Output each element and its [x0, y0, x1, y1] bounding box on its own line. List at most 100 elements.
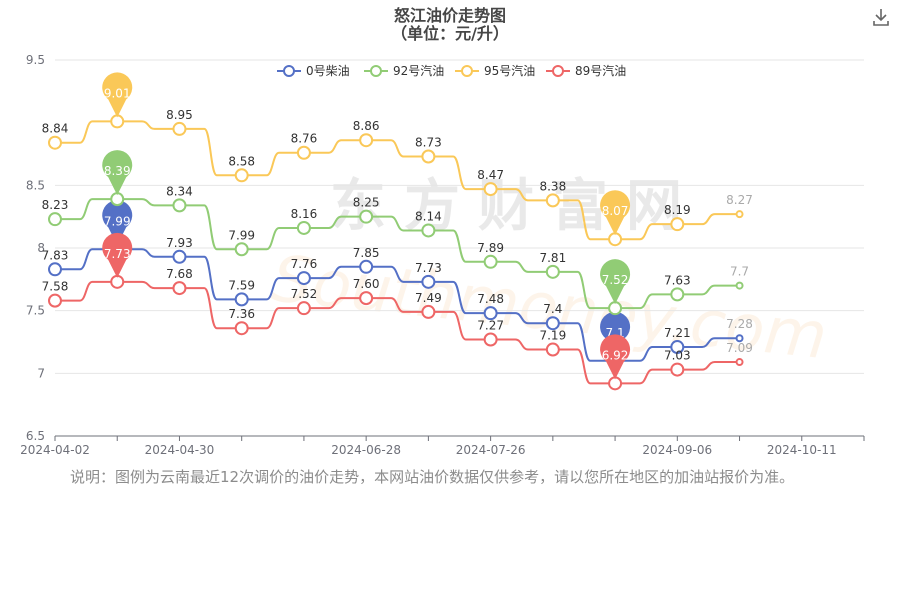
max-pin-label: 8.39	[104, 164, 131, 178]
max-pin-shape	[102, 72, 133, 118]
data-label: 8.14	[415, 209, 442, 223]
data-label: 7.73	[415, 261, 442, 275]
data-point	[234, 168, 249, 183]
data-point	[545, 342, 560, 357]
data-point	[483, 306, 498, 321]
data-point	[234, 321, 249, 336]
data-label: 8.73	[415, 136, 442, 150]
max-pin-shape	[102, 232, 133, 278]
data-label: 7.68	[166, 267, 193, 281]
x-tick-label: 2024-10-11	[767, 443, 837, 457]
data-point	[48, 262, 62, 277]
data-point	[483, 254, 498, 269]
download-icon[interactable]	[870, 6, 892, 28]
y-tick-label: 6.5	[26, 429, 45, 443]
data-label: 7.59	[228, 278, 255, 292]
data-label: 7.36	[228, 307, 255, 321]
legend-item[interactable]: 0号柴油	[277, 64, 350, 78]
legend-marker	[552, 65, 564, 77]
data-point	[359, 133, 374, 148]
x-tick-label: 2024-07-26	[456, 443, 526, 457]
legend-label: 89号汽油	[575, 63, 626, 78]
data-point	[545, 264, 560, 279]
min-pin: 6.92	[600, 334, 631, 380]
data-point	[735, 358, 744, 367]
data-point	[48, 293, 62, 308]
series-line	[55, 248, 740, 362]
data-label: 8.76	[291, 132, 318, 146]
max-pin-label: 7.99	[104, 214, 131, 228]
data-point	[735, 210, 744, 219]
legend-label: 92号汽油	[393, 63, 444, 78]
data-label: 8.38	[539, 179, 566, 193]
data-point	[421, 274, 436, 289]
data-label: 7.09	[726, 341, 753, 355]
max-pin-label: 9.01	[104, 86, 131, 100]
chart-subtitle: （单位：元/升）	[391, 24, 509, 43]
data-point	[670, 362, 685, 377]
chart-title: 怒江油价走势图	[394, 6, 506, 25]
data-point	[172, 121, 187, 136]
data-point	[172, 198, 187, 213]
data-point	[359, 291, 374, 306]
y-tick-label: 8.5	[26, 178, 45, 192]
max-pin: 8.39	[102, 150, 133, 196]
min-pin: 7.52	[600, 259, 631, 305]
y-tick-label: 7.5	[26, 304, 45, 318]
max-pin-shape	[102, 200, 133, 246]
data-label: 8.47	[477, 168, 504, 182]
data-label: 8.58	[228, 154, 255, 168]
max-pin-label: 7.73	[104, 247, 131, 261]
series-line	[55, 280, 740, 385]
x-tick-label: 2024-09-06	[642, 443, 712, 457]
data-label: 8.95	[166, 108, 193, 122]
y-tick-label: 8	[37, 241, 45, 255]
data-label: 7.99	[228, 228, 255, 242]
legend-item[interactable]: 92号汽油	[364, 63, 444, 78]
legend-label: 0号柴油	[306, 64, 350, 78]
data-label: 8.34	[166, 184, 193, 198]
data-point	[172, 281, 187, 296]
min-pin-shape	[600, 334, 631, 380]
min-pin-shape	[600, 311, 631, 357]
data-label: 7.89	[477, 241, 504, 255]
y-tick-label: 9.5	[26, 53, 45, 67]
data-label: 7.52	[291, 287, 318, 301]
legend-item[interactable]: 95号汽油	[455, 63, 535, 78]
data-label: 7.4	[543, 302, 562, 316]
data-point	[735, 334, 744, 343]
x-tick-label: 2024-04-02	[20, 443, 90, 457]
legend-marker	[370, 65, 382, 77]
legend-marker	[283, 65, 295, 77]
data-label: 7.81	[539, 251, 566, 265]
data-label: 8.84	[42, 122, 69, 136]
data-label: 7.63	[664, 273, 691, 287]
min-pin-shape	[600, 259, 631, 305]
data-label: 8.23	[42, 198, 69, 212]
data-point	[421, 149, 436, 164]
legend-item[interactable]: 89号汽油	[546, 63, 626, 78]
data-point	[234, 292, 249, 307]
data-point	[670, 287, 685, 302]
data-point	[296, 145, 311, 160]
min-pin-label: 7.52	[602, 273, 629, 287]
data-label: 7.48	[477, 292, 504, 306]
data-point	[421, 304, 436, 319]
data-point	[483, 332, 498, 347]
x-tick-label: 2024-04-30	[145, 443, 215, 457]
min-pin-label: 6.92	[602, 348, 629, 362]
data-point	[483, 182, 498, 197]
max-pin: 9.01	[102, 72, 133, 118]
min-pin: 8.07	[600, 190, 631, 236]
min-pin-label: 8.07	[602, 204, 629, 218]
data-label: 7.85	[353, 246, 380, 260]
legend-marker	[461, 65, 473, 77]
data-point	[296, 301, 311, 316]
max-pin: 7.99	[102, 200, 133, 246]
data-label: 7.7	[730, 265, 749, 279]
data-point	[359, 259, 374, 274]
max-pin: 7.73	[102, 232, 133, 278]
data-label: 7.27	[477, 318, 504, 332]
data-point	[48, 135, 62, 150]
